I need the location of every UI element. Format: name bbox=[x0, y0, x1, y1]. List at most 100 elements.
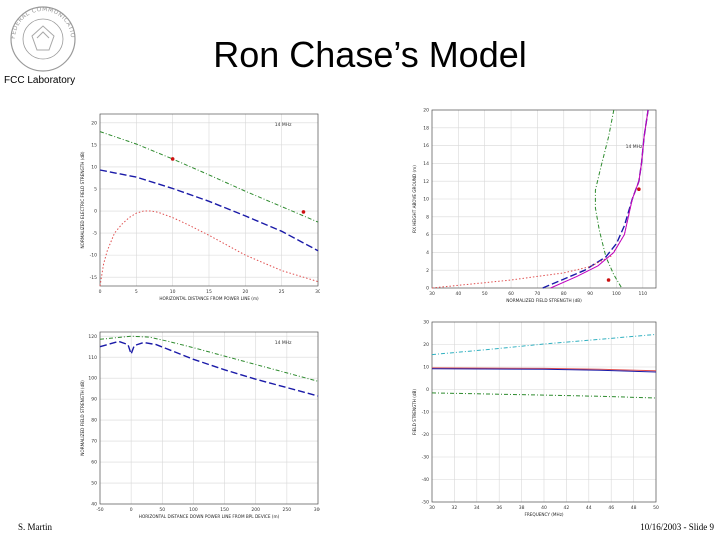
x-tick-label: 5 bbox=[135, 289, 138, 295]
chart-bottom-left: -50 0 50 100 150 200 250 300 120 110 100 90 80 70 60 50… bbox=[80, 331, 320, 519]
chart-top-right: 30 40 50 60 70 80 90 100 11020181614121086420NOR… bbox=[412, 108, 657, 303]
frequency-annotation: 14 MHz bbox=[626, 144, 643, 150]
y-tick-label: 4 bbox=[426, 250, 429, 256]
x-tick-label: 20 bbox=[242, 289, 248, 295]
series-line-red bbox=[431, 109, 649, 289]
x-tick-label: 100 bbox=[612, 291, 621, 297]
page-title: Ron Chase’s Model bbox=[213, 34, 527, 75]
data-marker bbox=[606, 278, 611, 282]
x-axis-label: HORIZONTAL DISTANCE FROM POWER LINE (m) bbox=[159, 296, 259, 301]
y-tick-label: -40 bbox=[422, 477, 429, 483]
x-axis-label: NORMALIZED FIELD STRENGTH (dB) bbox=[506, 298, 582, 303]
x-tick-label: 15 bbox=[206, 289, 212, 295]
frequency-annotation: 14 MHz bbox=[275, 122, 292, 128]
y-tick-label: 40 bbox=[91, 502, 97, 508]
y-tick-label: 20 bbox=[423, 342, 429, 348]
y-tick-label: 30 bbox=[423, 320, 429, 326]
y-tick-label: 2 bbox=[426, 268, 429, 274]
y-tick-label: 20 bbox=[91, 120, 97, 126]
y-tick-label: 12 bbox=[423, 179, 429, 185]
y-tick-label: 80 bbox=[91, 418, 97, 424]
x-tick-label: 110 bbox=[639, 291, 648, 297]
x-tick-label: 32 bbox=[452, 505, 458, 511]
y-tick-label: 20 bbox=[423, 108, 429, 114]
x-tick-label: 50 bbox=[482, 291, 488, 297]
series-line-green bbox=[99, 335, 319, 382]
x-tick-label: 42 bbox=[564, 505, 570, 511]
x-tick-label: 50 bbox=[653, 505, 659, 511]
y-tick-label: -10 bbox=[90, 253, 97, 259]
x-tick-label: 30 bbox=[429, 291, 435, 297]
seal-text: FEDERAL COMMUNICATIONS COMMISSION bbox=[2, 2, 76, 39]
x-tick-label: 0 bbox=[130, 507, 133, 513]
y-axis-label: NORMALIZED FIELD STRENGTH (dB) bbox=[80, 380, 85, 456]
x-tick-label: 70 bbox=[535, 291, 541, 297]
y-tick-label: -20 bbox=[422, 432, 429, 438]
chart-top-left: 0 5 10 15 20 25 30 20 15 10 5 0 -5 -10 -15 HORIZONTAL D… bbox=[80, 113, 320, 301]
x-tick-label: 150 bbox=[220, 507, 229, 513]
series-line-green bbox=[99, 131, 319, 223]
x-tick-label: 40 bbox=[455, 291, 461, 297]
plot-frame bbox=[99, 113, 319, 287]
y-tick-label: 10 bbox=[423, 197, 429, 203]
fcc-seal-logo: FEDERAL COMMUNICATIONS COMMISSION bbox=[2, 2, 76, 72]
y-tick-label: 90 bbox=[91, 397, 97, 403]
y-tick-label: 8 bbox=[426, 214, 429, 220]
x-tick-label: 40 bbox=[541, 505, 547, 511]
frequency-annotation: 14 MHz bbox=[275, 340, 292, 346]
x-tick-label: 10 bbox=[170, 289, 176, 295]
x-axis-label: HORIZONTAL DISTANCE DOWN POWER LINE FROM… bbox=[139, 514, 280, 519]
author-label: S. Martin bbox=[18, 522, 53, 532]
x-tick-label: 38 bbox=[519, 505, 525, 511]
data-marker bbox=[637, 187, 641, 192]
y-tick-label: 6 bbox=[426, 232, 429, 238]
y-tick-label: 18 bbox=[423, 125, 429, 131]
x-tick-label: 25 bbox=[279, 289, 285, 295]
date-slide-label: 10/16/2003 - Slide 9 bbox=[640, 522, 714, 532]
plot-frame bbox=[431, 321, 657, 503]
lab-label: FCC Laboratory bbox=[4, 75, 76, 86]
y-axis-label: RX HEIGHT ABOVE GROUND (m) bbox=[412, 165, 417, 233]
y-tick-label: 0 bbox=[426, 286, 429, 292]
x-tick-label: 60 bbox=[508, 291, 514, 297]
data-marker bbox=[170, 157, 175, 161]
x-tick-label: 200 bbox=[251, 507, 260, 513]
y-tick-label: 0 bbox=[94, 209, 97, 215]
x-tick-label: 50 bbox=[159, 507, 165, 513]
y-tick-label: 16 bbox=[423, 143, 429, 149]
y-tick-label: 14 bbox=[423, 161, 429, 167]
y-tick-label: -30 bbox=[422, 455, 429, 461]
chart-bottom-right: 30 32 34 36 38 40 42 44 46 48 50 30 20 10 0 -10 -20 -30 -4… bbox=[412, 320, 659, 517]
series-line-magenta bbox=[550, 109, 649, 289]
y-tick-label: 110 bbox=[88, 355, 97, 361]
y-tick-label: -15 bbox=[90, 275, 97, 281]
y-axis-label: FIELD STRENGTH (dB) bbox=[412, 389, 417, 435]
x-tick-label: 44 bbox=[586, 505, 592, 511]
series-line-green bbox=[594, 109, 623, 289]
y-tick-label: 120 bbox=[88, 334, 97, 340]
y-tick-label: 50 bbox=[91, 481, 97, 487]
x-tick-label: 100 bbox=[189, 507, 198, 513]
x-tick-label: 250 bbox=[283, 507, 292, 513]
x-tick-label: 48 bbox=[631, 505, 637, 511]
series-line-green bbox=[431, 392, 657, 399]
x-axis-label: FREQUENCY (MHz) bbox=[524, 512, 563, 517]
svg-text:FEDERAL COMMUNICATIONS COMMISS: FEDERAL COMMUNICATIONS COMMISSION bbox=[2, 2, 76, 39]
y-tick-label: 60 bbox=[91, 460, 97, 466]
series-line-blue bbox=[99, 340, 319, 397]
data-marker bbox=[301, 210, 306, 214]
series-line-cyan bbox=[431, 333, 657, 356]
y-tick-label: 100 bbox=[88, 376, 97, 382]
y-tick-label: 0 bbox=[426, 387, 429, 393]
y-tick-label: -5 bbox=[93, 231, 98, 237]
x-tick-label: 0 bbox=[99, 289, 102, 295]
series-line-blue bbox=[431, 368, 657, 373]
y-tick-label: -50 bbox=[422, 500, 429, 506]
x-tick-label: 46 bbox=[608, 505, 614, 511]
y-tick-label: 70 bbox=[91, 439, 97, 445]
y-axis-label: NORMALIZED ELECTRIC FIELD STRENGTH (dB) bbox=[80, 151, 85, 248]
series-line-red bbox=[99, 210, 319, 287]
x-tick-label: 80 bbox=[561, 291, 567, 297]
x-tick-label: 30 bbox=[429, 505, 435, 511]
x-tick-label: 34 bbox=[474, 505, 480, 511]
